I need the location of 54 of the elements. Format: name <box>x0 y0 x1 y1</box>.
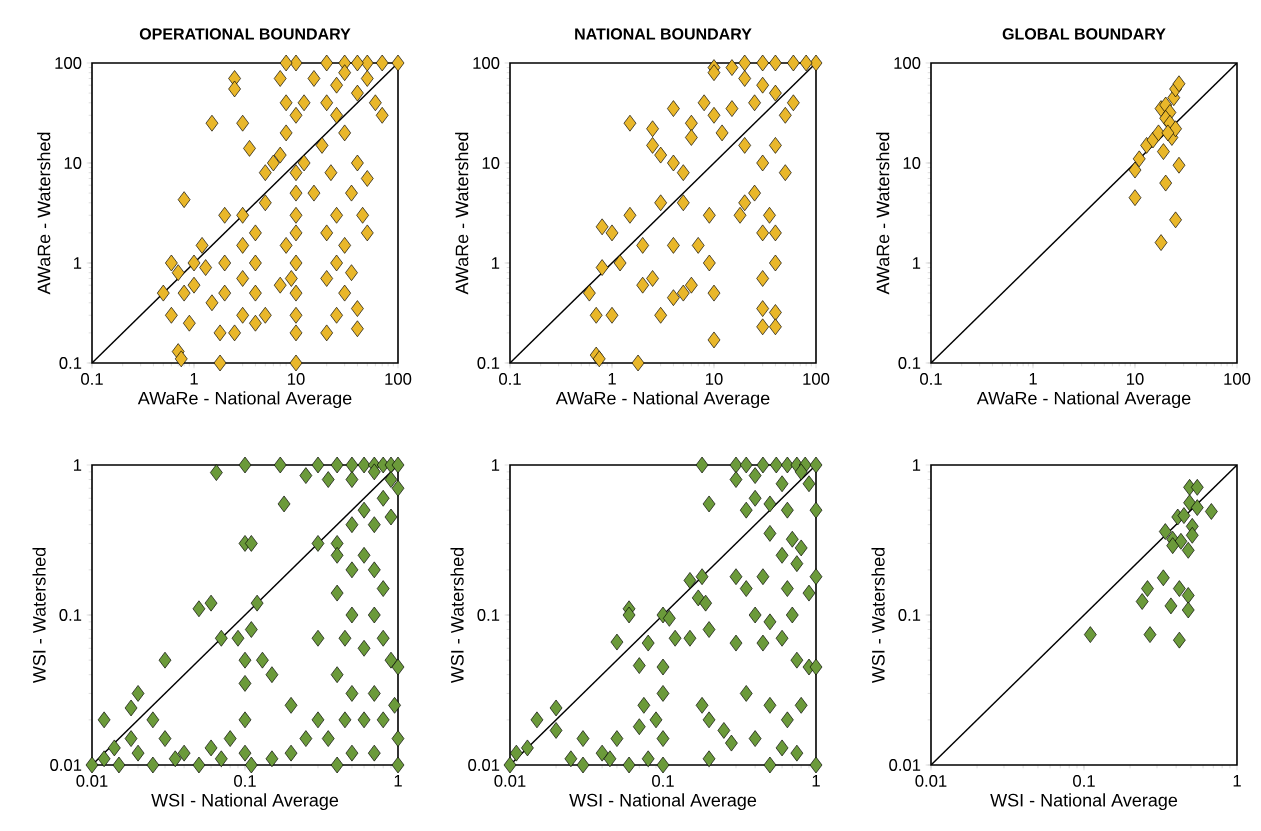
y-tick-label: 0.1 <box>898 357 921 369</box>
x-axis-title: AWaRe - National Average <box>976 391 1191 409</box>
x-tick-label: 100 <box>803 373 830 385</box>
y-axis-title: WSI - Watershed <box>871 547 885 684</box>
y-tick-label: 100 <box>473 57 500 69</box>
y-tick-label: 100 <box>894 57 921 69</box>
x-tick-label: 0.1 <box>234 775 256 787</box>
x-axis-title: AWaRe - National Average <box>555 391 770 409</box>
y-axis-title: AWaRe - Watershed <box>37 132 51 295</box>
x-axis-title: WSI - National Average <box>151 793 339 811</box>
y-tick-label: 1 <box>491 459 500 471</box>
x-tick-label: 0.1 <box>920 373 942 385</box>
chart-title: OPERATIONAL BOUNDARY <box>139 28 351 40</box>
y-tick-label: 1 <box>912 459 921 471</box>
x-tick-label: 10 <box>1127 373 1144 385</box>
x-tick-label: 1 <box>1029 373 1037 385</box>
y-tick-label: 100 <box>55 57 82 69</box>
y-tick-label: 0.01 <box>468 759 500 771</box>
y-tick-label: 0.1 <box>898 609 921 621</box>
y-tick-label: 0.01 <box>889 759 921 771</box>
x-tick-label: 0.1 <box>652 775 674 787</box>
y-tick-label: 1 <box>73 459 82 471</box>
y-tick-label: 0.1 <box>59 609 82 621</box>
y-tick-label: 0.1 <box>477 357 500 369</box>
x-tick-label: 1 <box>812 775 820 787</box>
x-tick-label: 1 <box>1233 775 1241 787</box>
y-axis-title: AWaRe - Watershed <box>876 132 890 295</box>
x-tick-label: 0.1 <box>81 373 103 385</box>
y-tick-label: 10 <box>482 157 500 169</box>
y-tick-label: 10 <box>64 157 82 169</box>
x-axis-title: WSI - National Average <box>569 793 757 811</box>
y-axis-title: AWaRe - Watershed <box>455 132 469 295</box>
x-axis-title: WSI - National Average <box>990 793 1178 811</box>
y-tick-label: 1 <box>73 257 82 269</box>
x-tick-label: 0.1 <box>499 373 521 385</box>
y-axis-title: WSI - Watershed <box>32 547 46 684</box>
y-tick-label: 1 <box>491 257 500 269</box>
chart-title: GLOBAL BOUNDARY <box>1002 28 1166 40</box>
x-tick-label: 100 <box>1224 373 1251 385</box>
y-tick-label: 10 <box>903 157 921 169</box>
x-tick-label: 10 <box>288 373 305 385</box>
y-tick-label: 0.01 <box>50 759 82 771</box>
x-axis-title: AWaRe - National Average <box>137 391 352 409</box>
y-tick-label: 0.1 <box>477 609 500 621</box>
x-tick-label: 100 <box>385 373 412 385</box>
x-tick-label: 1 <box>608 373 616 385</box>
x-tick-label: 1 <box>190 373 198 385</box>
y-tick-label: 1 <box>912 257 921 269</box>
x-tick-label: 1 <box>394 775 402 787</box>
chart-title: NATIONAL BOUNDARY <box>575 28 752 40</box>
y-axis-title: WSI - Watershed <box>450 547 464 684</box>
x-tick-label: 10 <box>706 373 723 385</box>
y-tick-label: 0.1 <box>59 357 82 369</box>
x-tick-label: 0.1 <box>1073 775 1095 787</box>
